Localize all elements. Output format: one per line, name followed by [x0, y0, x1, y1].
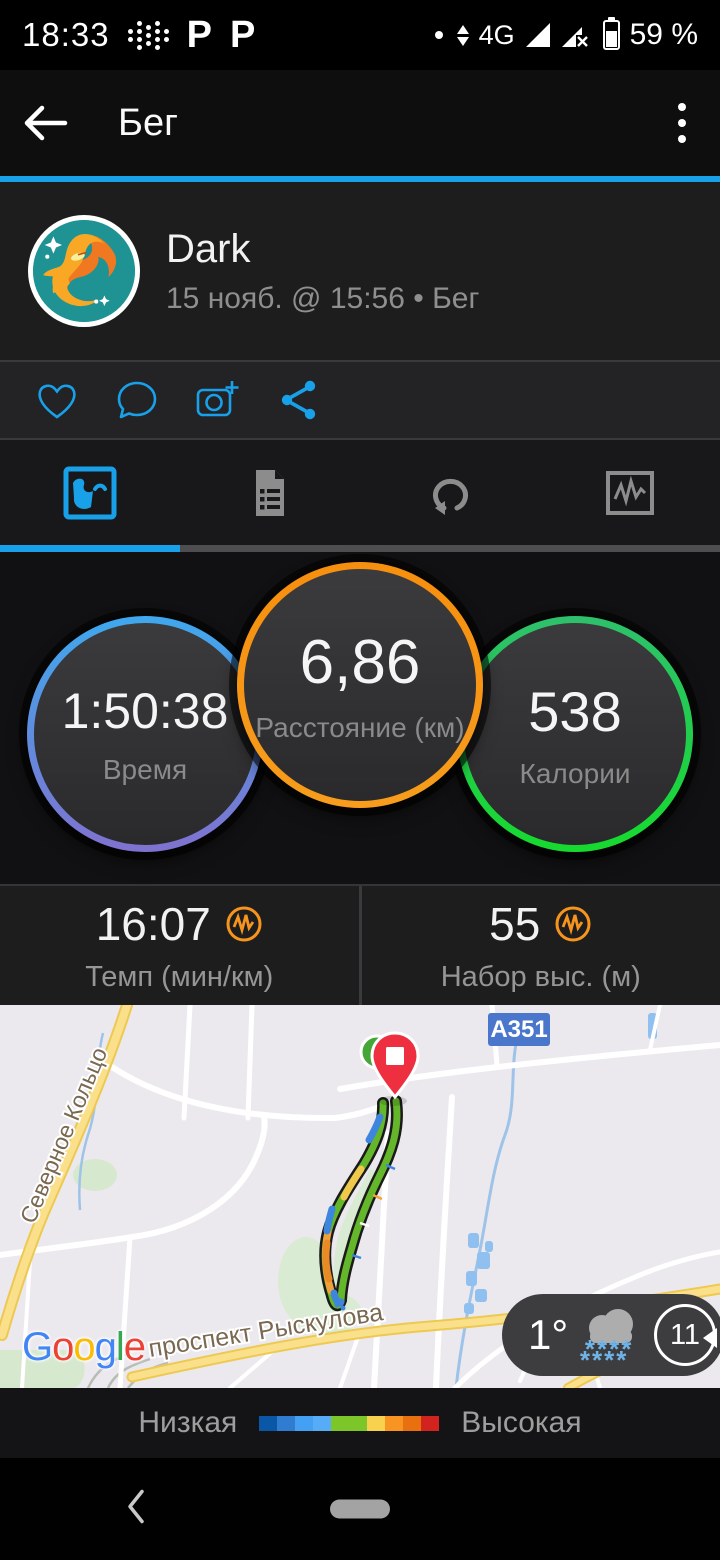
elevation-value: 55 [489, 898, 541, 950]
like-button[interactable] [34, 377, 80, 423]
legend-swatch [349, 1415, 368, 1431]
time-circle: 1:50:38 Время [27, 616, 263, 852]
activity-header: Dark 15 нояб. @ 15:56 • Бег [0, 182, 720, 360]
weather-widget[interactable]: 1° **** **** 11 [502, 1294, 720, 1376]
snow-cloud-icon: **** **** [578, 1308, 640, 1375]
pace-tile: 16:07 Темп (мин/км) [0, 886, 359, 1005]
tab-charts[interactable] [540, 440, 720, 545]
tab-details[interactable] [180, 440, 360, 545]
snow-icon: **** [579, 1345, 629, 1375]
social-action-row [0, 360, 720, 440]
legend-low-label: Низкая [138, 1406, 238, 1439]
calories-label: Калории [519, 757, 631, 789]
comment-button[interactable] [114, 377, 160, 423]
details-tab-icon [256, 469, 284, 516]
signal-no-data-icon [561, 27, 589, 48]
assistant-icon [127, 18, 169, 52]
legend-swatch [313, 1415, 332, 1431]
map-tab-icon [63, 466, 117, 519]
legend-swatch [259, 1415, 278, 1431]
metric-circles-section: 1:50:38 Время 538 Калории 6,86 Расстояни… [0, 552, 720, 884]
system-nav-bar [0, 1458, 720, 1560]
battery-icon [602, 17, 620, 50]
signal-icon [525, 23, 550, 47]
cloud-icon [589, 1309, 634, 1343]
elevation-tile: 55 Набор выс. (м) [358, 886, 720, 1005]
overflow-menu-button[interactable] [670, 95, 694, 151]
route-map[interactable]: А351 Северное Кольцо проспект Рыскулова … [0, 1005, 720, 1388]
battery-percent: 59 % [629, 18, 698, 51]
laps-tab-icon [433, 478, 468, 515]
back-button[interactable] [0, 103, 90, 143]
route-ticks [334, 1163, 396, 1311]
google-watermark: Google [22, 1325, 146, 1369]
legend-swatch [367, 1415, 386, 1431]
notification-app-icon: P [186, 14, 212, 56]
user-name: Dark [166, 226, 251, 271]
pace-label: Темп (мин/км) [85, 961, 274, 993]
legend-swatch [331, 1415, 350, 1431]
page-title: Бег [118, 101, 178, 144]
data-transfer-icon [456, 24, 469, 46]
stop-pin [370, 1031, 420, 1100]
elevation-chart-icon [555, 906, 591, 942]
legend-swatch [421, 1415, 440, 1431]
legend-gradient [259, 1415, 440, 1431]
legend-swatch [295, 1415, 314, 1431]
share-button[interactable] [276, 377, 322, 423]
pace-value: 16:07 [95, 898, 211, 950]
distance-circle: 6,86 Расстояние (км) [237, 562, 483, 808]
network-type: 4G [478, 19, 515, 50]
pace-legend: Низкая Высокая [0, 1388, 720, 1458]
time-value: 1:50:38 [61, 683, 229, 739]
legend-high-label: Высокая [461, 1406, 582, 1439]
temperature: 1° [528, 1311, 569, 1358]
pace-chart-icon [226, 906, 262, 942]
wind-speed: 11 [669, 1318, 701, 1351]
svg-text:А351: А351 [490, 1016, 547, 1043]
notification-dot-icon [434, 31, 443, 39]
clock: 18:33 [22, 16, 110, 53]
app-bar: Бег [0, 70, 720, 182]
stat-tiles: 16:07 Темп (мин/км) 55 Набор выс. (м) [0, 884, 720, 1005]
tab-map-overview[interactable] [0, 440, 180, 545]
wind-indicator: 11 [654, 1304, 717, 1366]
tab-indicator [0, 545, 720, 552]
road-badge: А351 [488, 1013, 550, 1046]
map-roads [0, 1005, 720, 1388]
back-arrow-icon [24, 105, 68, 141]
legend-swatch [277, 1415, 296, 1431]
route-line [321, 1097, 401, 1309]
charts-tab-icon [606, 470, 654, 515]
activity-date-type: 15 нояб. @ 15:56 • Бег [166, 281, 480, 315]
pin-shadow [379, 1096, 407, 1106]
legend-swatch [385, 1415, 404, 1431]
distance-label: Расстояние (км) [255, 711, 465, 743]
home-pill[interactable] [330, 1499, 390, 1519]
notification-app-icon: P [229, 14, 256, 56]
time-label: Время [102, 754, 188, 785]
dragon-avatar-image [33, 220, 135, 322]
tab-laps[interactable] [360, 440, 540, 545]
chevron-left-icon [128, 1489, 144, 1524]
avatar[interactable] [28, 215, 140, 327]
calories-value: 538 [528, 679, 622, 743]
elevation-label: Набор выс. (м) [440, 961, 641, 993]
wind-direction-icon [703, 1328, 717, 1348]
legend-swatch [403, 1415, 422, 1431]
distance-value: 6,86 [299, 627, 421, 697]
add-photo-button[interactable] [194, 377, 242, 423]
status-bar: 18:33 P P 4G [0, 0, 720, 70]
calories-circle: 538 Калории [457, 616, 693, 852]
tab-bar [0, 440, 720, 545]
system-back-button[interactable] [125, 1489, 147, 1530]
